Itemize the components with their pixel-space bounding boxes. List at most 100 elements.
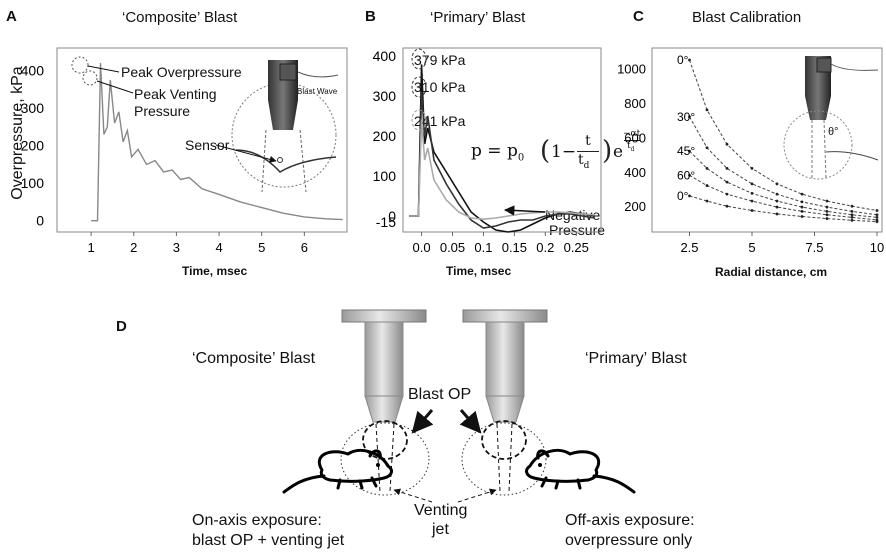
- c-point: [750, 166, 754, 170]
- b-series-2: [409, 119, 595, 221]
- formula-bracket-close: ): [602, 136, 613, 166]
- b-ytick: 0: [388, 208, 396, 224]
- peak-venting-label-1: Peak Venting: [134, 86, 217, 102]
- c-ytick: 200: [624, 199, 646, 214]
- b-series-1: [409, 91, 595, 229]
- c-point: [705, 166, 709, 170]
- negative-arrow: [503, 205, 546, 216]
- c-point: [688, 58, 691, 62]
- formula-exp-num: −αt: [623, 129, 641, 139]
- blast-wave-label: Blast Wave: [297, 87, 338, 96]
- peak-vent-circle: [82, 70, 98, 86]
- negative-label-2: Pressure: [549, 222, 606, 238]
- c-point: [750, 182, 754, 186]
- right-rat-eye: [538, 463, 542, 467]
- panel-b-title: ‘Primary’ Blast: [430, 9, 526, 26]
- b-xtick: 0.15: [502, 240, 527, 255]
- c-xtick: 2.5: [680, 240, 698, 255]
- c-point: [825, 199, 829, 203]
- b-xtick: 0.0: [413, 240, 431, 255]
- c-series-label-2: 45°: [677, 144, 695, 158]
- c-point: [725, 192, 729, 196]
- b-ytick: 100: [373, 168, 397, 184]
- venting-label-2: jet: [432, 521, 449, 538]
- c-point: [725, 166, 729, 170]
- c-series-3: [689, 174, 878, 221]
- a-ytick: 100: [21, 175, 45, 191]
- c-point: [775, 192, 779, 196]
- panel-letter-c: C: [633, 8, 644, 25]
- panel-d-illustration: [282, 309, 636, 503]
- formula-bracket-open: (: [540, 136, 551, 166]
- panel-letter-b: B: [365, 8, 376, 25]
- c-point: [825, 213, 829, 217]
- c-point: [688, 149, 691, 153]
- b-peak-ellipse-1: [411, 48, 427, 70]
- venting-label-1: Venting: [414, 502, 468, 519]
- peak-venting-label-2: Pressure: [134, 103, 191, 119]
- a-ytick: 400: [21, 63, 45, 79]
- c-point: [705, 199, 709, 203]
- panel-letter-a: A: [6, 8, 17, 25]
- c-point: [875, 220, 879, 224]
- peak-over-circle: [71, 56, 89, 74]
- panel-a-frame: [56, 47, 348, 233]
- left-tube-nozzle: [364, 395, 404, 423]
- right-tube-flange: [462, 309, 548, 323]
- right-caption-2: overpressure only: [565, 532, 693, 549]
- c-series-2: [689, 150, 878, 218]
- c-series-label-1: 30°: [677, 110, 695, 124]
- c-point: [725, 180, 729, 184]
- c-series-label-4: 0°: [677, 189, 689, 203]
- left-op-ellipse: [362, 420, 408, 460]
- a-xtick: 4: [215, 240, 222, 255]
- left-caption-2: blast OP + venting jet: [192, 532, 345, 549]
- c-ytick: 800: [624, 96, 646, 111]
- panel-c-plot: 200 400 600 800 1000 2.5 5 7.5 10 0° 30° 45° 60° 0°: [617, 53, 884, 255]
- b-peak-ellipse-2: [411, 76, 427, 98]
- a-xtick: 3: [173, 240, 180, 255]
- c-point: [705, 146, 709, 150]
- formula-exp-den: td: [627, 141, 635, 153]
- left-tube-body: [364, 321, 404, 397]
- b-ytick: -15: [376, 214, 396, 230]
- panel-a-plot: 0 100 200 300 400 1 2 3 4 5 6: [21, 63, 343, 255]
- panel-c-frame: [651, 47, 883, 233]
- c-ytick: 600: [624, 130, 646, 145]
- c-point: [775, 199, 779, 203]
- panel-a-inset: [215, 60, 339, 193]
- panel-b-frame: [402, 47, 602, 233]
- b-series-0: [409, 64, 595, 233]
- c-series-label-3: 60°: [677, 168, 695, 182]
- c-point: [688, 115, 691, 119]
- c-xtick: 5: [748, 240, 755, 255]
- a-series-pressure: [91, 62, 343, 222]
- right-tube-body: [485, 321, 525, 397]
- b-xtick: 0.25: [564, 240, 589, 255]
- right-jet-line-1: [496, 423, 501, 493]
- c-point: [725, 204, 729, 208]
- right-tube-nozzle: [485, 395, 525, 423]
- a-ytick: 0: [36, 213, 44, 229]
- c-point: [800, 200, 804, 204]
- c-point: [800, 192, 804, 196]
- formula-frac-t: t: [585, 133, 591, 149]
- b-xtick: 0.1: [474, 240, 492, 255]
- right-jet-line-2: [508, 423, 513, 493]
- c-point: [705, 184, 709, 187]
- a-ytick: 300: [21, 100, 45, 116]
- c-point: [850, 209, 854, 213]
- formula-one-minus: 1−: [551, 142, 577, 162]
- c-series-label-0: 0°: [677, 53, 689, 67]
- c-series-4: [689, 195, 878, 223]
- sensor-label: Sensor: [185, 137, 230, 153]
- c-point: [850, 213, 854, 217]
- panel-c-title: Blast Calibration: [692, 9, 802, 26]
- b-ytick: 300: [373, 88, 397, 104]
- peak-vent-leader: [96, 80, 134, 94]
- c-point: [800, 215, 804, 218]
- c-point: [705, 108, 709, 112]
- panel-letter-d: D: [116, 318, 127, 335]
- c-point: [688, 173, 691, 177]
